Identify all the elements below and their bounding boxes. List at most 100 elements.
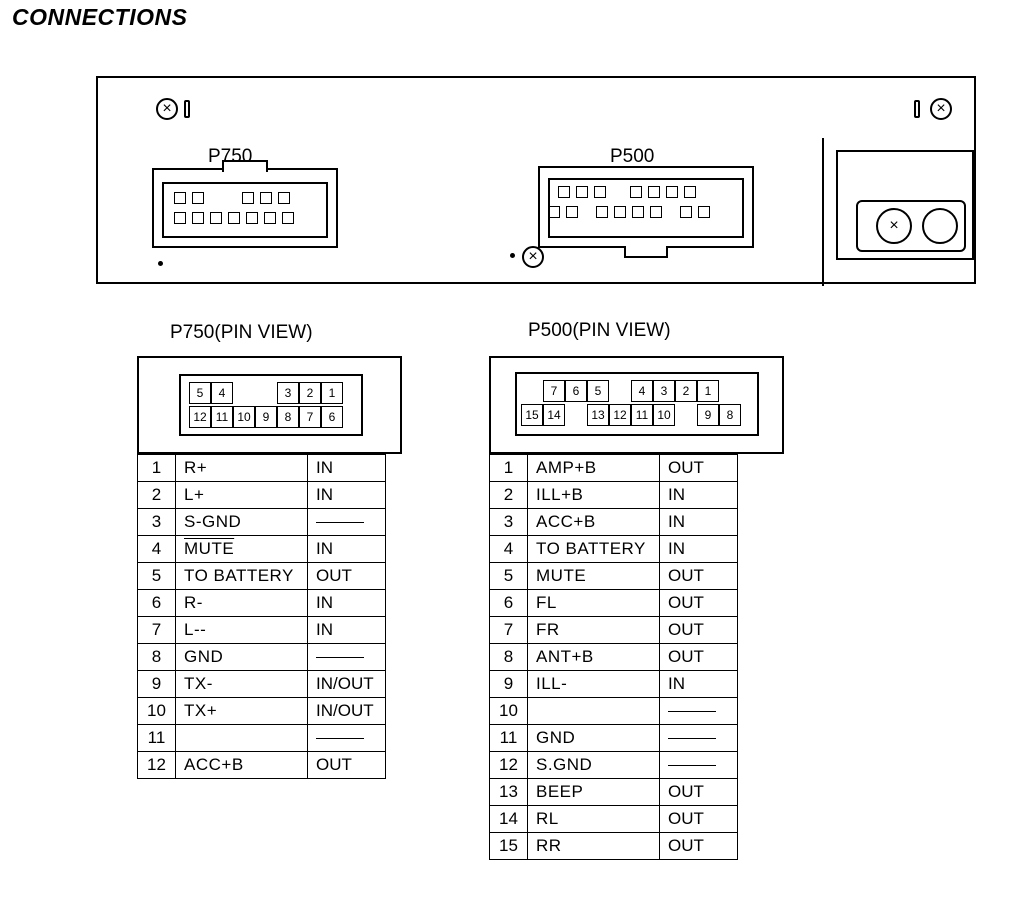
table-cell (308, 644, 386, 671)
screw-icon: × (930, 98, 952, 120)
table-cell: IN (660, 671, 738, 698)
table-cell: TO BATTERY (176, 563, 308, 590)
table-row: 11 (138, 725, 386, 752)
table-cell: 7 (490, 617, 528, 644)
table-cell (660, 752, 738, 779)
table-cell: OUT (660, 563, 738, 590)
table-cell (308, 725, 386, 752)
screw-icon: × (522, 246, 544, 268)
table-cell: OUT (660, 590, 738, 617)
connector-label-p500: P500 (610, 146, 654, 168)
table-cell: 10 (490, 698, 528, 725)
slot-icon (184, 100, 190, 118)
table-row: 4MUTEIN (138, 536, 386, 563)
dot-icon (510, 253, 515, 258)
table-cell: 12 (138, 752, 176, 779)
table-cell: ACC+B (176, 752, 308, 779)
table-cell: IN/OUT (308, 698, 386, 725)
table-cell: 9 (490, 671, 528, 698)
table-cell: IN (660, 482, 738, 509)
table-cell: 11 (490, 725, 528, 752)
pinview-cell (675, 404, 697, 426)
pinview-cell: 5 (189, 382, 211, 404)
pinview-cell: 3 (277, 382, 299, 404)
table-row: 2ILL+BIN (490, 482, 738, 509)
table-cell: 8 (490, 644, 528, 671)
table-row: 3ACC+BIN (490, 509, 738, 536)
pinview-cell: 12 (609, 404, 631, 426)
pinview-title-p750: P750(PIN VIEW) (170, 322, 313, 344)
table-row: 15RROUT (490, 833, 738, 860)
pinview-p750: 54321 1211109876 (137, 356, 402, 454)
table-cell: TO BATTERY (528, 536, 660, 563)
table-cell: OUT (660, 779, 738, 806)
table-row: 8ANT+BOUT (490, 644, 738, 671)
table-cell: 5 (138, 563, 176, 590)
table-cell: BEEP (528, 779, 660, 806)
table-row: 8GND (138, 644, 386, 671)
table-row: 6FLOUT (490, 590, 738, 617)
table-cell: AMP+B (528, 455, 660, 482)
pinview-cell: 7 (299, 406, 321, 428)
table-cell: 6 (490, 590, 528, 617)
pinview-cell: 3 (653, 380, 675, 402)
table-cell: 3 (138, 509, 176, 536)
pinview-cell: 11 (631, 404, 653, 426)
table-cell: MUTE (176, 536, 308, 563)
table-cell: OUT (660, 617, 738, 644)
table-cell (660, 698, 738, 725)
table-cell: RL (528, 806, 660, 833)
pinview-cell: 4 (211, 382, 233, 404)
pinview-cell: 9 (697, 404, 719, 426)
pin-table-p500: 1AMP+BOUT2ILL+BIN3ACC+BIN4TO BATTERYIN5M… (489, 454, 738, 860)
table-cell: 4 (138, 536, 176, 563)
pinview-cell: 1 (321, 382, 343, 404)
table-cell: 6 (138, 590, 176, 617)
table-cell (308, 509, 386, 536)
table-cell: GND (528, 725, 660, 752)
pinview-cell: 14 (543, 404, 565, 426)
table-cell (660, 725, 738, 752)
table-cell: IN/OUT (308, 671, 386, 698)
table-row: 5TO BATTERYOUT (138, 563, 386, 590)
table-cell (528, 698, 660, 725)
table-row: 12S.GND (490, 752, 738, 779)
table-cell: 13 (490, 779, 528, 806)
pinview-cell (233, 382, 255, 404)
table-cell: FR (528, 617, 660, 644)
table-cell: ILL+B (528, 482, 660, 509)
table-row: 12ACC+BOUT (138, 752, 386, 779)
table-cell: 1 (138, 455, 176, 482)
table-cell: IN (660, 509, 738, 536)
table-cell: OUT (660, 806, 738, 833)
slot-icon (914, 100, 920, 118)
table-cell: IN (308, 455, 386, 482)
right-module: × (822, 138, 974, 286)
pinview-cell: 11 (211, 406, 233, 428)
table-cell: L-- (176, 617, 308, 644)
table-cell: TX+ (176, 698, 308, 725)
table-row: 6R-IN (138, 590, 386, 617)
table-cell: 7 (138, 617, 176, 644)
table-cell: IN (308, 590, 386, 617)
pinview-title-p500: P500(PIN VIEW) (528, 320, 671, 342)
table-cell: ACC+B (528, 509, 660, 536)
table-cell: MUTE (528, 563, 660, 590)
pinview-cell: 8 (277, 406, 299, 428)
table-cell: S-GND (176, 509, 308, 536)
pinview-cell: 12 (189, 406, 211, 428)
table-cell (176, 725, 308, 752)
table-cell: OUT (660, 644, 738, 671)
pinview-cell: 9 (255, 406, 277, 428)
table-cell: S.GND (528, 752, 660, 779)
table-cell: OUT (308, 563, 386, 590)
table-row: 4TO BATTERYIN (490, 536, 738, 563)
table-row: 2L+IN (138, 482, 386, 509)
table-cell: OUT (660, 833, 738, 860)
table-cell: 14 (490, 806, 528, 833)
table-cell: 5 (490, 563, 528, 590)
table-cell: R+ (176, 455, 308, 482)
table-cell: OUT (308, 752, 386, 779)
table-cell: IN (660, 536, 738, 563)
table-cell: 3 (490, 509, 528, 536)
